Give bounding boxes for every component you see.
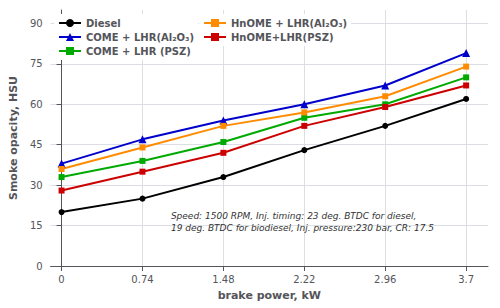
svg-text:COME + LHR(Al₂O₃): COME + LHR(Al₂O₃): [86, 32, 194, 43]
svg-text:Smoke opacity, HSU: Smoke opacity, HSU: [7, 76, 20, 200]
svg-text:30: 30: [30, 180, 43, 191]
svg-text:brake power, kW: brake power, kW: [218, 289, 321, 302]
svg-text:0.74: 0.74: [131, 274, 153, 285]
svg-text:0: 0: [36, 261, 42, 272]
svg-text:2.22: 2.22: [293, 274, 315, 285]
svg-text:HnOME+LHR(PSZ): HnOME+LHR(PSZ): [231, 32, 334, 43]
svg-text:60: 60: [30, 99, 43, 110]
svg-text:90: 90: [30, 18, 43, 29]
svg-text:3.7: 3.7: [458, 274, 474, 285]
svg-text:19 deg. BTDC for biodiesel, In: 19 deg. BTDC for biodiesel, Inj. pressur…: [171, 223, 434, 233]
svg-text:1.48: 1.48: [212, 274, 234, 285]
svg-text:Speed: 1500 RPM, Inj. timing:: Speed: 1500 RPM, Inj. timing: 23 deg. BT…: [171, 211, 417, 221]
svg-text:15: 15: [30, 220, 43, 231]
svg-text:HnOME + LHR(Al₂O₃): HnOME + LHR(Al₂O₃): [231, 18, 347, 29]
svg-text:COME + LHR (PSZ): COME + LHR (PSZ): [86, 46, 191, 57]
svg-text:Diesel: Diesel: [86, 18, 121, 29]
svg-text:45: 45: [30, 139, 43, 150]
svg-text:0: 0: [58, 274, 64, 285]
svg-text:2.96: 2.96: [374, 274, 396, 285]
svg-text:75: 75: [30, 58, 43, 69]
